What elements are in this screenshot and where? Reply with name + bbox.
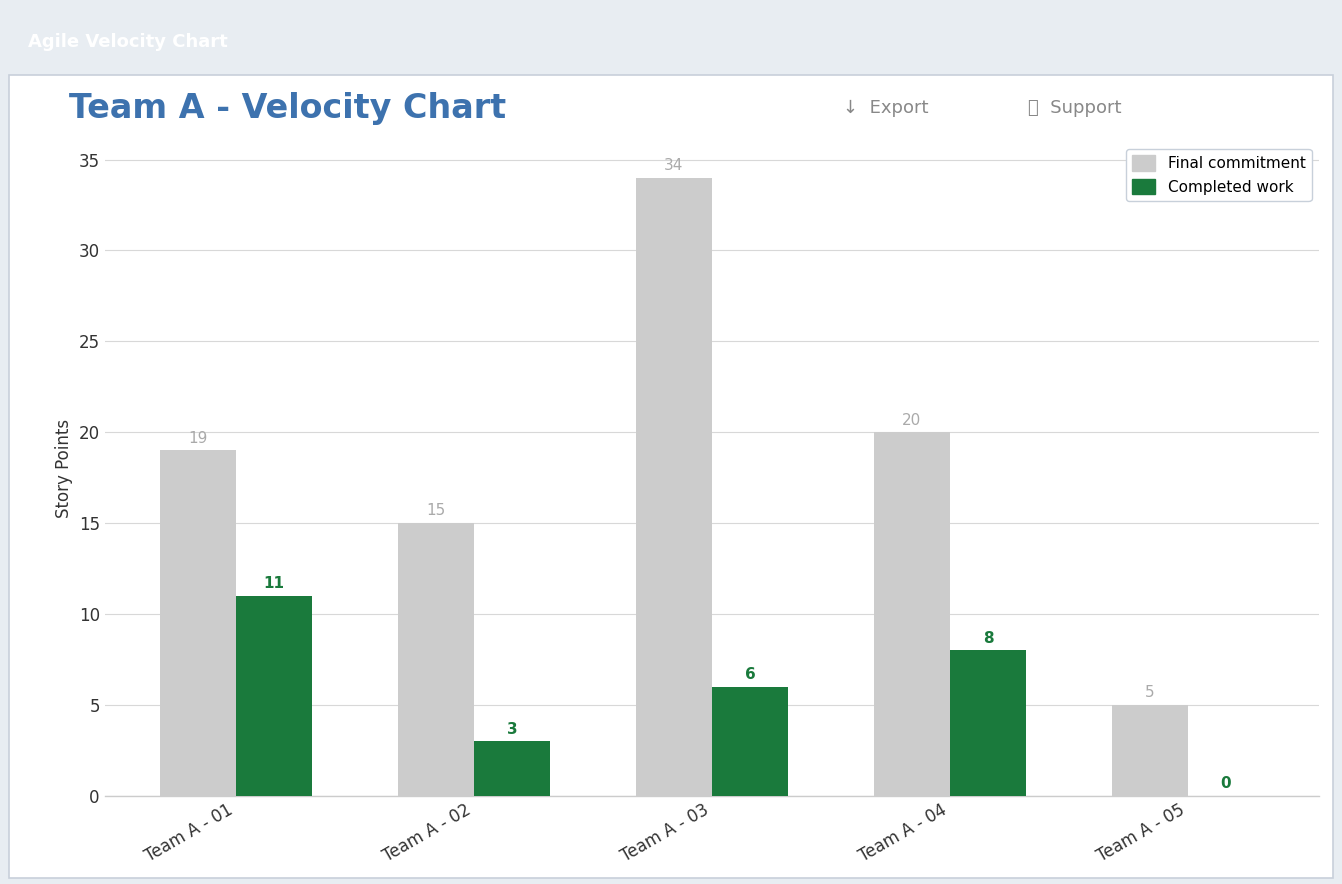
Text: Team A - Velocity Chart: Team A - Velocity Chart: [68, 92, 506, 125]
Text: 8: 8: [982, 630, 993, 645]
Text: 34: 34: [664, 158, 683, 173]
Bar: [636, 178, 711, 796]
Bar: [950, 651, 1027, 796]
Text: ⓘ  Support: ⓘ Support: [1028, 99, 1122, 118]
Text: 20: 20: [902, 413, 922, 428]
Bar: [236, 596, 313, 796]
Text: 19: 19: [188, 431, 208, 446]
Text: 6: 6: [745, 667, 756, 682]
Bar: [160, 450, 236, 796]
Text: 11: 11: [263, 576, 285, 591]
Text: 0: 0: [1221, 776, 1231, 791]
Bar: [1111, 705, 1188, 796]
Bar: [874, 432, 950, 796]
Text: 3: 3: [507, 721, 518, 736]
Text: ↓  Export: ↓ Export: [843, 99, 929, 118]
Text: Agile Velocity Chart: Agile Velocity Chart: [28, 33, 228, 51]
Y-axis label: Story Points: Story Points: [55, 419, 72, 518]
Bar: [397, 523, 474, 796]
Text: 15: 15: [427, 504, 446, 519]
Text: 5: 5: [1145, 685, 1154, 700]
Bar: [474, 741, 550, 796]
Legend: Final commitment, Completed work: Final commitment, Completed work: [1126, 149, 1311, 201]
Bar: [711, 687, 788, 796]
